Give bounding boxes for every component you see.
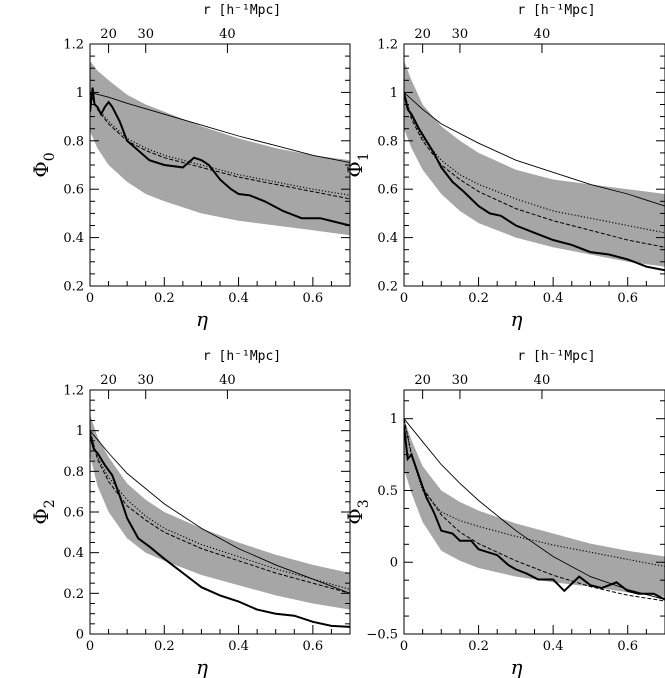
series-dashed-line	[90, 92, 350, 200]
y-tick-label: 0.8	[377, 134, 398, 149]
y-tick-label: 1	[76, 86, 84, 101]
x-tick-label: 0.4	[228, 639, 249, 654]
top-axis-label: r [h⁻¹Mpc]	[203, 349, 281, 364]
x-tick-label: 0	[86, 639, 94, 654]
x-tick-label: 0.6	[617, 291, 638, 306]
y-tick-label: 0.4	[63, 546, 84, 561]
top-tick-label: 20	[414, 373, 431, 388]
series-thick-line	[90, 434, 350, 628]
series-thin-line	[90, 91, 350, 164]
x-tick-label: 0.4	[228, 291, 249, 306]
x-tick-label: 0	[400, 639, 408, 654]
series-dashed-line	[404, 92, 665, 248]
top-tick-label: 40	[534, 373, 551, 388]
top-tick-label: 30	[452, 373, 469, 388]
y-tick-label: 1.2	[377, 38, 398, 53]
x-tick-label: 0.6	[303, 291, 324, 306]
plot-area	[404, 418, 665, 602]
uncertainty-band	[90, 414, 350, 610]
y-tick-label: 1	[390, 412, 398, 427]
x-axis-label: η	[511, 307, 523, 331]
y-tick-label: −0.5	[366, 628, 398, 643]
y-tick-label: 0.8	[63, 134, 84, 149]
y-tick-label: 0.4	[63, 231, 84, 246]
top-axis-label: r [h⁻¹Mpc]	[203, 3, 281, 18]
top-tick-label: 30	[452, 27, 469, 42]
uncertainty-band	[404, 418, 665, 597]
x-tick-label: 0.6	[303, 639, 324, 654]
series-thick-line	[404, 425, 665, 601]
series-dashed-line	[404, 418, 665, 602]
x-tick-label: 0.4	[543, 639, 564, 654]
x-axis-label: η	[511, 655, 523, 678]
x-axis-label: η	[196, 307, 208, 331]
series-thick-line	[90, 87, 350, 227]
plot-area	[404, 60, 665, 272]
y-tick-label: 0.6	[377, 183, 398, 198]
top-tick-label: 20	[414, 27, 431, 42]
y-tick-label: 0.6	[63, 506, 84, 521]
y-axis-label: Φ1	[343, 152, 372, 177]
y-tick-label: 0.8	[63, 465, 84, 480]
x-tick-label: 0	[400, 291, 408, 306]
panel-phi0: 0 0.2 0.4 0.60.20.40.60.811.220 30 40r [h⁻¹Mp…	[29, 3, 351, 331]
panel-phi1: 0 0.2 0.4 0.60.20.40.60.811.220 30 40r [h⁻¹Mp…	[343, 3, 665, 331]
top-tick-label: 20	[100, 27, 117, 42]
series-dotted-line	[90, 92, 350, 196]
top-tick-label: 40	[219, 373, 236, 388]
panel-phi2: 0 0.2 0.4 0.6 0 0.2 0.4 0.6 0.8 1 1.2 20 30 40 r [h⁻¹M…	[29, 349, 351, 678]
y-axis-label: Φ3	[343, 499, 372, 524]
uncertainty-band	[90, 60, 350, 236]
y-tick-label: 0.4	[377, 231, 398, 246]
y-axis-label: Φ0	[29, 152, 58, 177]
uncertainty-band	[404, 60, 665, 267]
top-tick-label: 40	[534, 27, 551, 42]
top-tick-label: 30	[137, 27, 154, 42]
y-tick-label: 0.5	[377, 484, 398, 499]
y-tick-label: 1	[76, 424, 84, 439]
top-axis-label: r [h⁻¹Mpc]	[517, 349, 595, 364]
y-tick-label: 0.2	[63, 280, 84, 295]
top-tick-label: 20	[100, 373, 117, 388]
top-tick-label: 30	[137, 373, 154, 388]
top-tick-label: 40	[219, 27, 236, 42]
y-tick-label: 0	[390, 556, 398, 571]
y-tick-label: 1.2	[63, 384, 84, 399]
x-tick-label: 0.2	[468, 639, 489, 654]
plot-area	[90, 414, 350, 628]
series-dotted-line	[404, 92, 665, 234]
top-axis-label: r [h⁻¹Mpc]	[517, 3, 595, 18]
x-axis-label: η	[196, 655, 208, 678]
x-tick-label: 0.2	[468, 291, 489, 306]
y-tick-label: 0.2	[377, 280, 398, 295]
x-tick-label: 0.4	[543, 291, 564, 306]
series-thin-line	[90, 430, 350, 594]
series-thick-line	[404, 92, 665, 272]
y-tick-label: 0	[76, 628, 84, 643]
x-tick-label: 0.2	[154, 639, 175, 654]
y-tick-label: 0.2	[63, 587, 84, 602]
x-tick-label: 0.2	[154, 291, 175, 306]
x-tick-label: 0.6	[617, 639, 638, 654]
series-thin-line	[404, 92, 665, 207]
y-tick-label: 0.6	[63, 183, 84, 198]
plot-area	[90, 60, 350, 236]
y-tick-label: 1.2	[63, 38, 84, 53]
y-tick-label: 1	[390, 86, 398, 101]
y-axis-label: Φ2	[29, 499, 58, 524]
x-tick-label: 0	[86, 291, 94, 306]
series-thin-line	[404, 418, 665, 601]
